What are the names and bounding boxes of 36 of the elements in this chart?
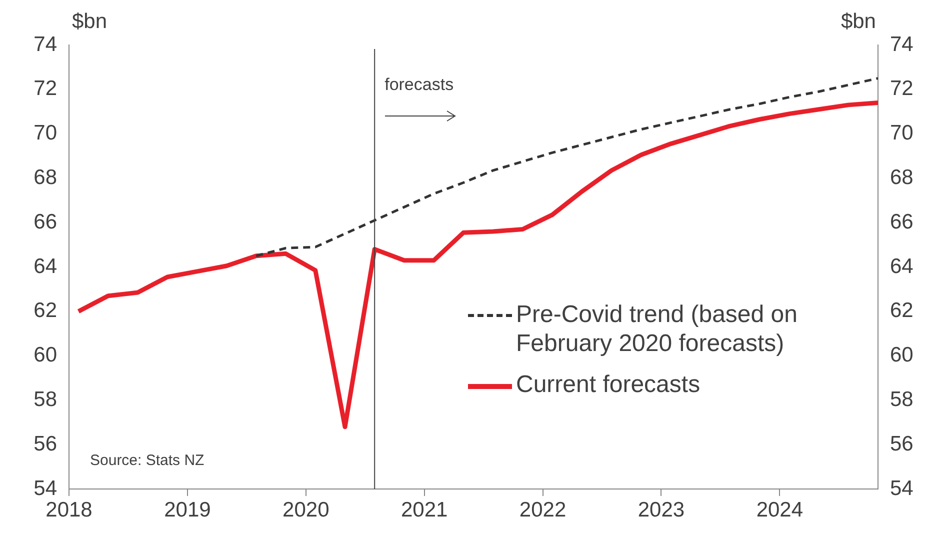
x-tick-label: 2019 [164,498,211,522]
y-axis-title: $bn [72,10,108,33]
line-series [254,77,878,258]
x-tick-label: 2024 [756,498,804,522]
y-tick-label: 74 [34,32,58,56]
y2-tick-label: 70 [890,122,914,145]
x-tick-label: 2021 [400,498,448,522]
ref-line-label: forecasts [384,75,454,94]
y2-axis-title: $bn [840,10,876,33]
y-tick-label: 68 [34,166,57,189]
x-tick-label: 2020 [282,498,330,522]
y-tick-label: 66 [34,210,57,234]
legend-label: Pre-Covid trend (based on February 2020 forecasts) [516,300,798,358]
x-tick-label: 2022 [519,498,566,522]
annotation: Source: Stats NZ [90,452,204,469]
x-tick-label: 2023 [638,498,685,522]
y2-tick-label: 60 [890,344,914,367]
y-tick-label: 58 [34,388,57,411]
y-tick-label: 72 [34,77,57,100]
y2-tick-label: 72 [890,77,914,100]
y-tick-label: 64 [34,254,58,278]
x-tick-label: 2018 [46,498,92,522]
y2-tick-label: 58 [890,388,914,411]
y-tick-label: 56 [34,432,57,456]
y-tick-label: 70 [34,122,57,145]
y2-tick-label: 74 [890,32,914,56]
y2-tick-label: 64 [890,254,914,278]
y2-tick-label: 54 [890,476,914,500]
y-tick-label: 60 [34,344,57,367]
y-tick-label: 62 [34,299,57,322]
y2-tick-label: 62 [890,299,914,322]
y2-tick-label: 56 [890,432,914,456]
legend-label: Current forecasts [516,370,700,399]
y2-tick-label: 68 [890,166,914,189]
y2-tick-label: 66 [890,210,914,234]
y-tick-label: 54 [34,476,58,500]
